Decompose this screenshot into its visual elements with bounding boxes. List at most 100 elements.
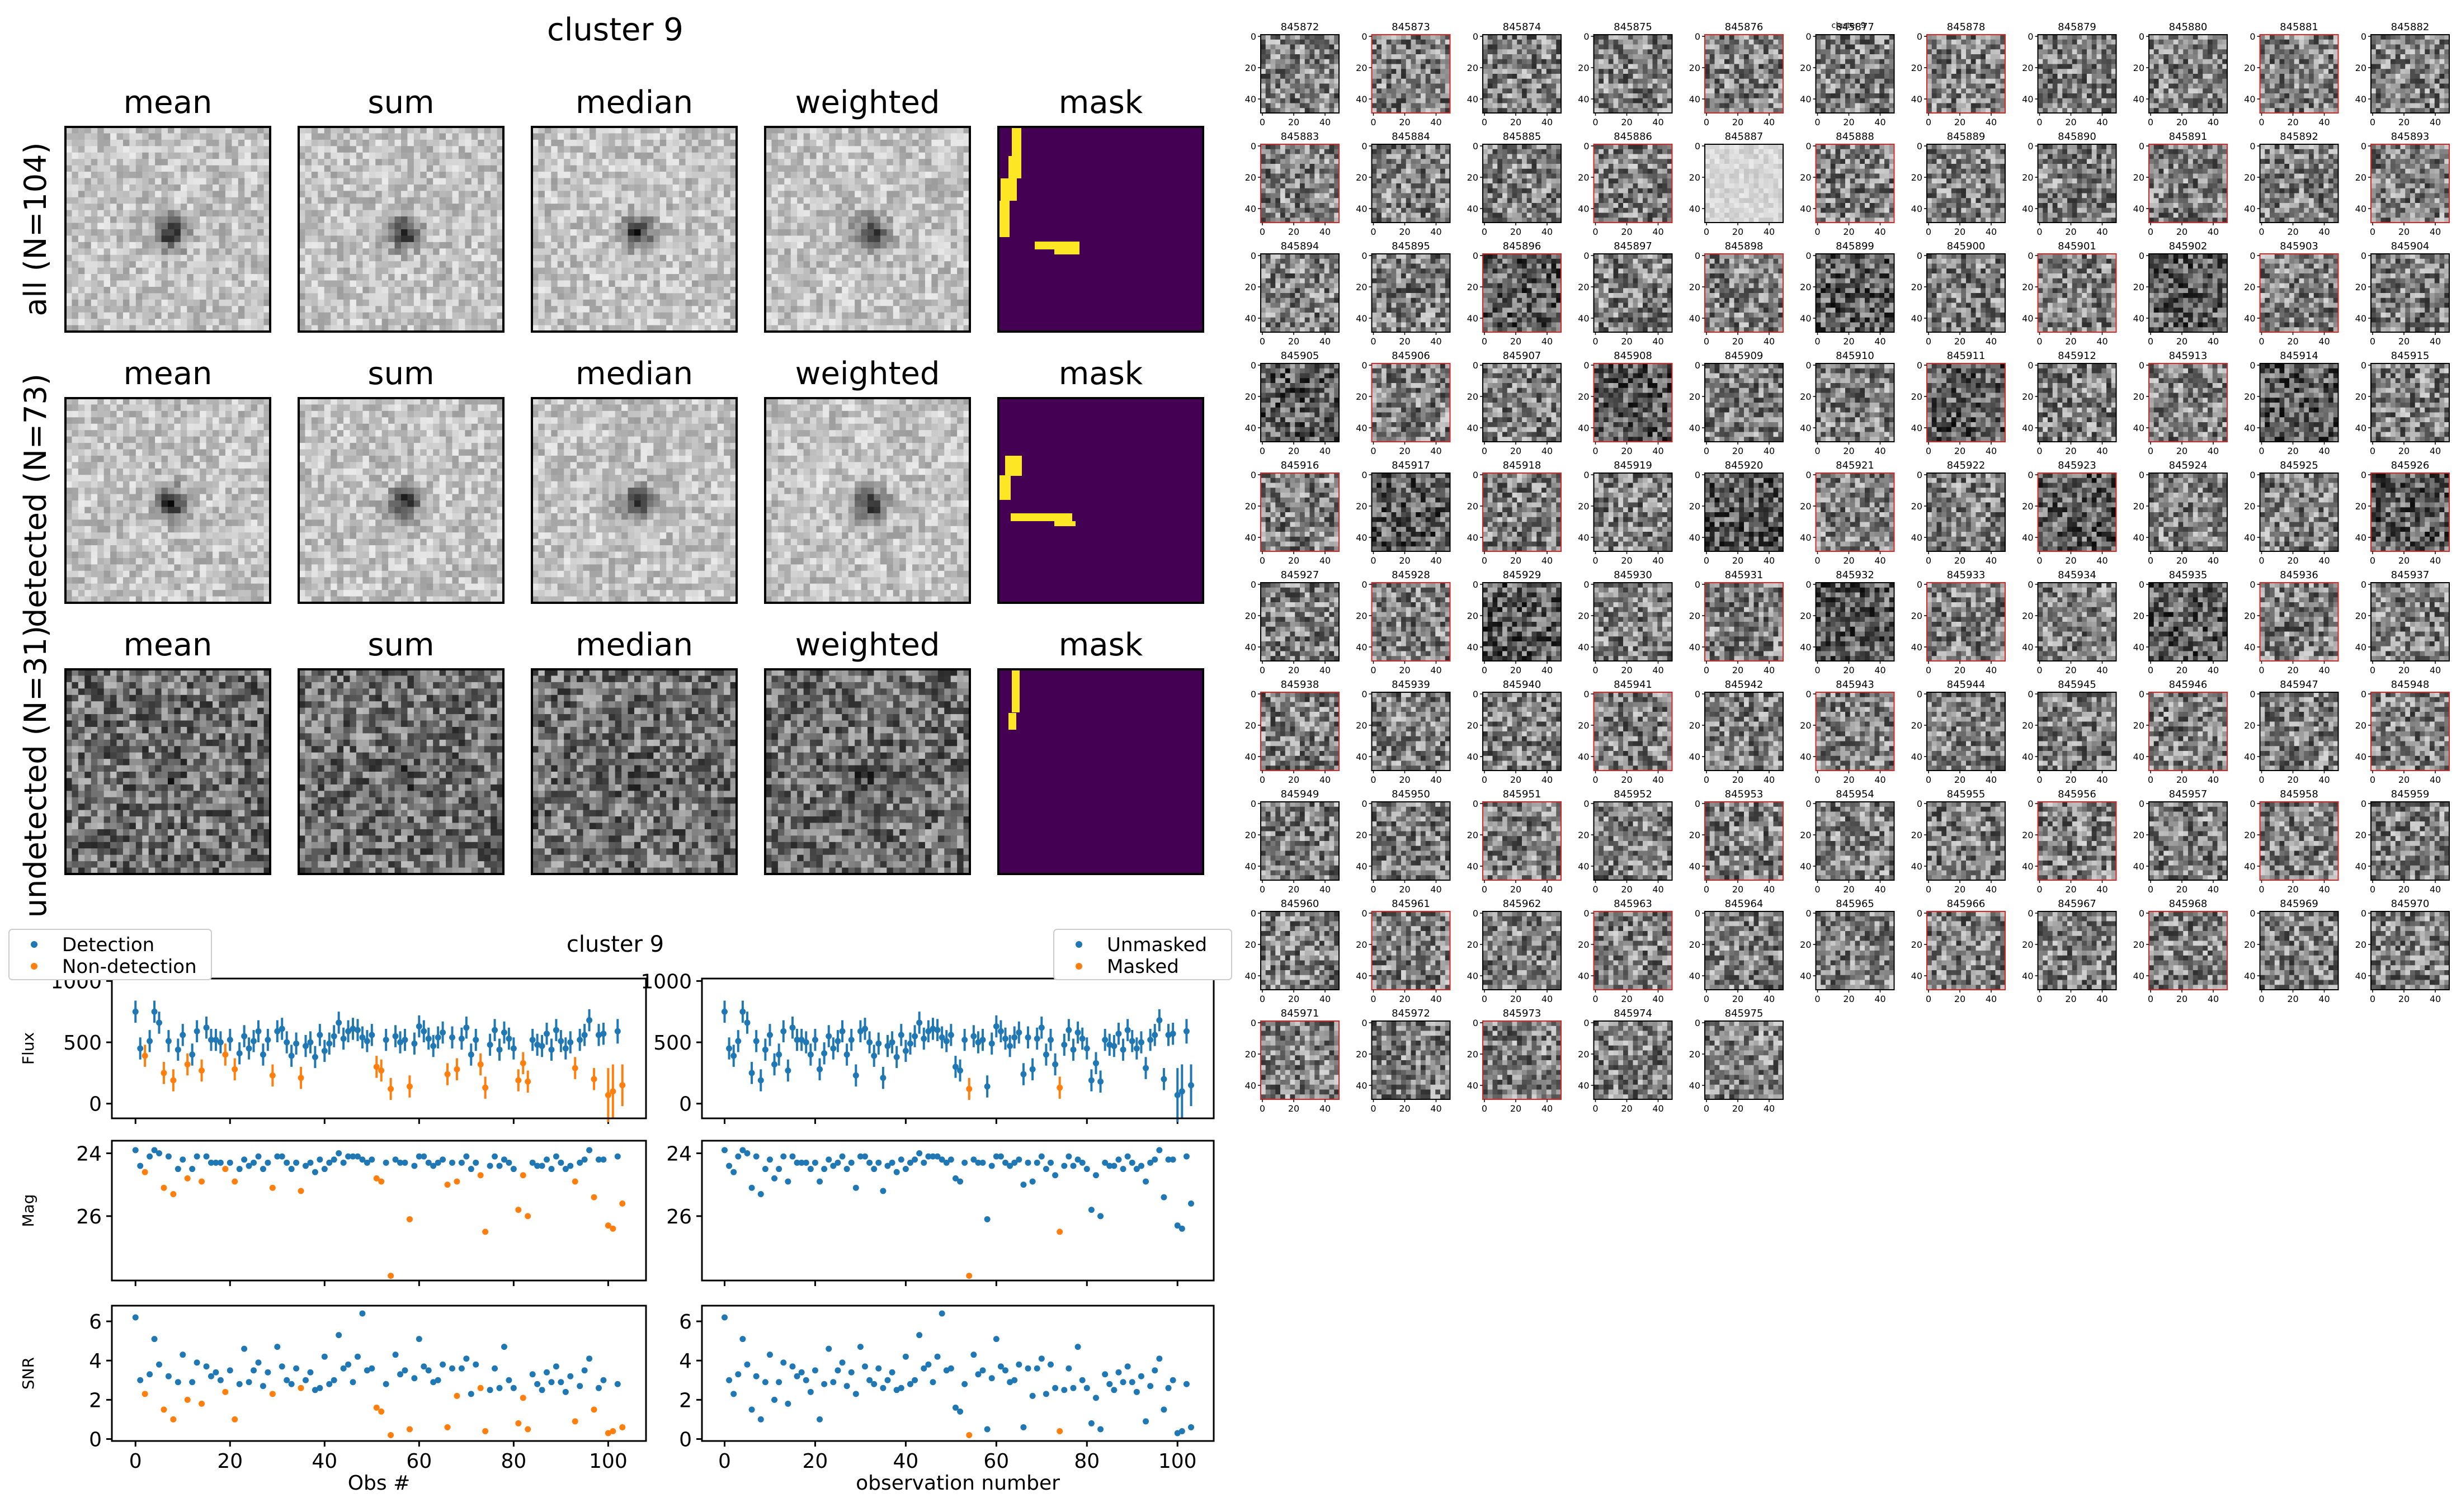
flux-point: [544, 1031, 550, 1037]
mag-point: [843, 1166, 850, 1173]
panel-frame: [64, 397, 271, 604]
y-tick-label: 20: [1800, 63, 1811, 73]
legend-marker: [31, 941, 37, 948]
cutout-id: 845951: [1503, 788, 1541, 800]
x-tick-label: 40: [2208, 117, 2219, 127]
cutout-image: [1593, 144, 1672, 223]
cutout-frame: [1260, 34, 1340, 114]
y-tick-label: 20: [1467, 501, 1478, 512]
cutout-id: 845937: [2391, 569, 2430, 581]
x-tick-label: 20: [2398, 555, 2410, 566]
flux-point: [1052, 1061, 1059, 1068]
flux-point: [473, 1037, 479, 1043]
cutout-id: 845931: [1725, 569, 1764, 581]
cutout-frame: [1482, 582, 1562, 662]
y-tick-label: 20: [2355, 282, 2366, 292]
mask-region: [998, 201, 1010, 237]
mag-point: [411, 1163, 418, 1169]
mag-point: [1061, 1163, 1068, 1169]
y-tick-label: 40: [1689, 642, 1700, 653]
snr-point: [1156, 1355, 1163, 1362]
y-tick-label: 40: [1467, 313, 1478, 324]
mag-point: [1170, 1156, 1176, 1163]
y-tick-label: 40: [2133, 861, 2144, 872]
y-tick-label: 40: [2244, 971, 2255, 981]
cutout-image: [1593, 473, 1672, 552]
cutout-id: 845956: [2058, 788, 2096, 800]
y-axis-label: SNR: [19, 1357, 37, 1390]
cutout-frame: [1371, 363, 1451, 442]
cutout-image: [2260, 802, 2339, 881]
cutout-id: 845955: [1947, 788, 1986, 800]
cutout-frame: [2148, 472, 2228, 552]
x-tick-label: 40: [1874, 336, 1885, 347]
snr-point: [875, 1365, 882, 1372]
mag-point: [246, 1163, 252, 1169]
flux-point: [1152, 1032, 1158, 1038]
cutout-id: 845907: [1503, 350, 1541, 362]
flux-point: [213, 1037, 219, 1043]
mag-point: [730, 1169, 737, 1175]
snr-point: [307, 1369, 314, 1376]
x-tick-label: 0: [2370, 774, 2375, 785]
snr-point: [866, 1377, 873, 1383]
cutout-grid: cluster 9 845872002020404084587300202040…: [1245, 21, 2450, 1114]
cutout-frame: [1593, 363, 1673, 442]
panel-title: median: [576, 84, 693, 121]
y-tick-label: 40: [1911, 861, 1922, 872]
y-tick-label: 20: [1356, 720, 1367, 731]
flux-point: [241, 1033, 248, 1040]
x-tick-label: 40: [1652, 774, 1663, 785]
flux-point: [979, 1037, 986, 1043]
mag-point: [943, 1159, 950, 1166]
cutout-frame: [1260, 911, 1340, 990]
y-tick-label: 20: [1356, 830, 1367, 840]
y-tick-label: 0: [1583, 251, 1589, 261]
x-tick-label: 40: [1319, 994, 1331, 1004]
snr-point: [1097, 1426, 1104, 1433]
cutout-frame: [2370, 911, 2450, 990]
mag-point: [1011, 1159, 1018, 1166]
mag-point: [232, 1178, 238, 1185]
x-tick-label: 20: [2065, 555, 2076, 566]
cutout-id: 845874: [1503, 21, 1541, 33]
cutout-id: 845921: [1836, 460, 1874, 471]
mag-point: [600, 1156, 607, 1163]
cutout-id: 845905: [1281, 350, 1319, 362]
x-tick-label: 40: [1764, 336, 1775, 347]
x-tick-label: 20: [1732, 555, 1743, 566]
x-tick-label: 0: [1260, 665, 1265, 675]
cutout-frame: [1704, 692, 1784, 771]
cutout-image: [1261, 254, 1340, 333]
mag-point: [567, 1163, 574, 1169]
y-tick-label: 20: [1911, 830, 1922, 840]
y-tick-label: 0: [1695, 141, 1700, 152]
mag-point: [440, 1156, 446, 1163]
flux-point: [298, 1075, 304, 1081]
cutout-frame: [1371, 692, 1451, 771]
mag-point: [1111, 1163, 1118, 1169]
y-tick-label: 40: [1800, 204, 1811, 214]
cutout-frame: [1704, 144, 1784, 223]
cutout-frame: [1926, 692, 2006, 771]
flux-point: [501, 1029, 507, 1036]
x-tick-label: 0: [1814, 555, 1820, 566]
mag-point: [288, 1166, 295, 1173]
x-tick-label: 40: [1652, 446, 1663, 456]
snr-point: [1092, 1395, 1099, 1401]
snr-point: [260, 1383, 266, 1390]
snr-point: [175, 1379, 181, 1386]
flux-point: [1188, 1082, 1195, 1089]
y-tick-label: 40: [1245, 1080, 1256, 1091]
x-tick-label: 40: [1430, 446, 1441, 456]
